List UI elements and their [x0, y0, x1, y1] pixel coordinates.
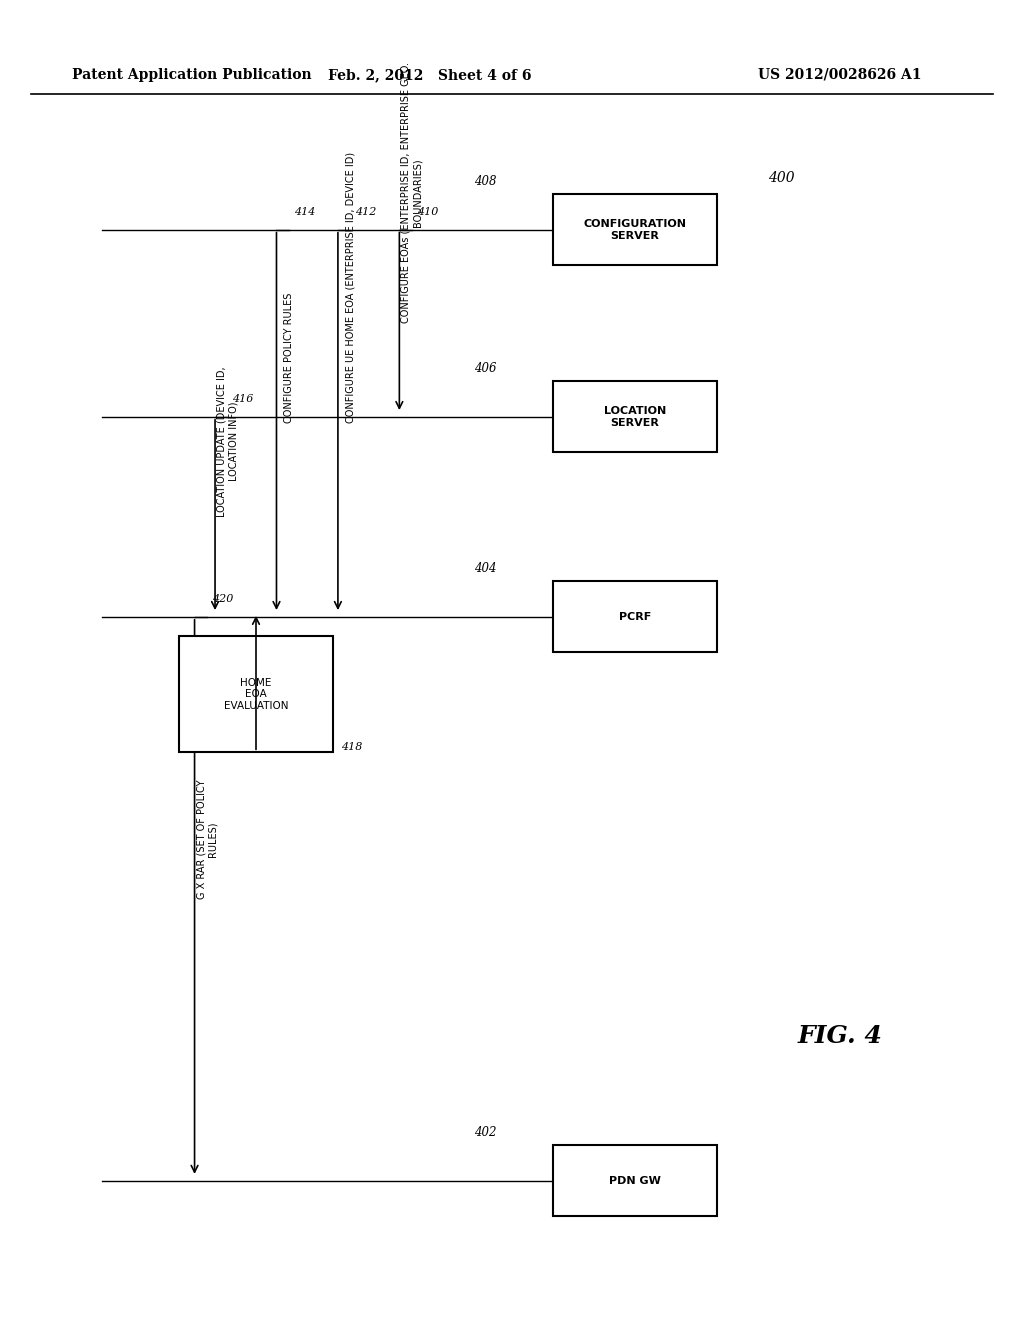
Text: 416: 416 — [232, 393, 254, 404]
Bar — [553, 381, 717, 453]
Text: 404: 404 — [474, 562, 497, 576]
Text: 412: 412 — [355, 207, 377, 216]
Text: CONFIGURE UE HOME EOA (ENTERPRISE ID, DEVICE ID): CONFIGURE UE HOME EOA (ENTERPRISE ID, DE… — [345, 152, 355, 424]
Text: HOME
EOA
EVALUATION: HOME EOA EVALUATION — [224, 677, 288, 711]
Bar — [179, 636, 333, 752]
Text: CONFIGURE EOAs (ENTERPRISE ID, ENTERPRISE GEO.
BOUNDARIES): CONFIGURE EOAs (ENTERPRISE ID, ENTERPRIS… — [400, 62, 423, 323]
Text: Patent Application Publication: Patent Application Publication — [72, 67, 311, 82]
Bar — [553, 1146, 717, 1216]
Bar — [553, 194, 717, 265]
Text: LOCATION UPDATE (DEVICE ID,
LOCATION INFO): LOCATION UPDATE (DEVICE ID, LOCATION INF… — [216, 366, 239, 517]
Text: 410: 410 — [417, 207, 438, 216]
Text: G X RAR (SET OF POLICY
RULES): G X RAR (SET OF POLICY RULES) — [196, 779, 218, 899]
Bar — [553, 581, 717, 652]
Text: Feb. 2, 2012   Sheet 4 of 6: Feb. 2, 2012 Sheet 4 of 6 — [329, 67, 531, 82]
Text: 420: 420 — [212, 594, 233, 605]
Text: PCRF: PCRF — [618, 612, 651, 622]
Text: 414: 414 — [294, 207, 315, 216]
Text: LOCATION
SERVER: LOCATION SERVER — [604, 407, 666, 428]
Text: FIG. 4: FIG. 4 — [798, 1024, 882, 1048]
Text: US 2012/0028626 A1: US 2012/0028626 A1 — [758, 67, 922, 82]
Text: 408: 408 — [474, 174, 497, 187]
Text: CONFIGURE POLICY RULES: CONFIGURE POLICY RULES — [284, 293, 294, 424]
Text: PDN GW: PDN GW — [609, 1176, 660, 1185]
Text: 418: 418 — [341, 742, 362, 752]
Text: CONFIGURATION
SERVER: CONFIGURATION SERVER — [584, 219, 686, 240]
Text: 400: 400 — [768, 170, 795, 185]
Text: 406: 406 — [474, 362, 497, 375]
Text: 402: 402 — [474, 1126, 497, 1139]
